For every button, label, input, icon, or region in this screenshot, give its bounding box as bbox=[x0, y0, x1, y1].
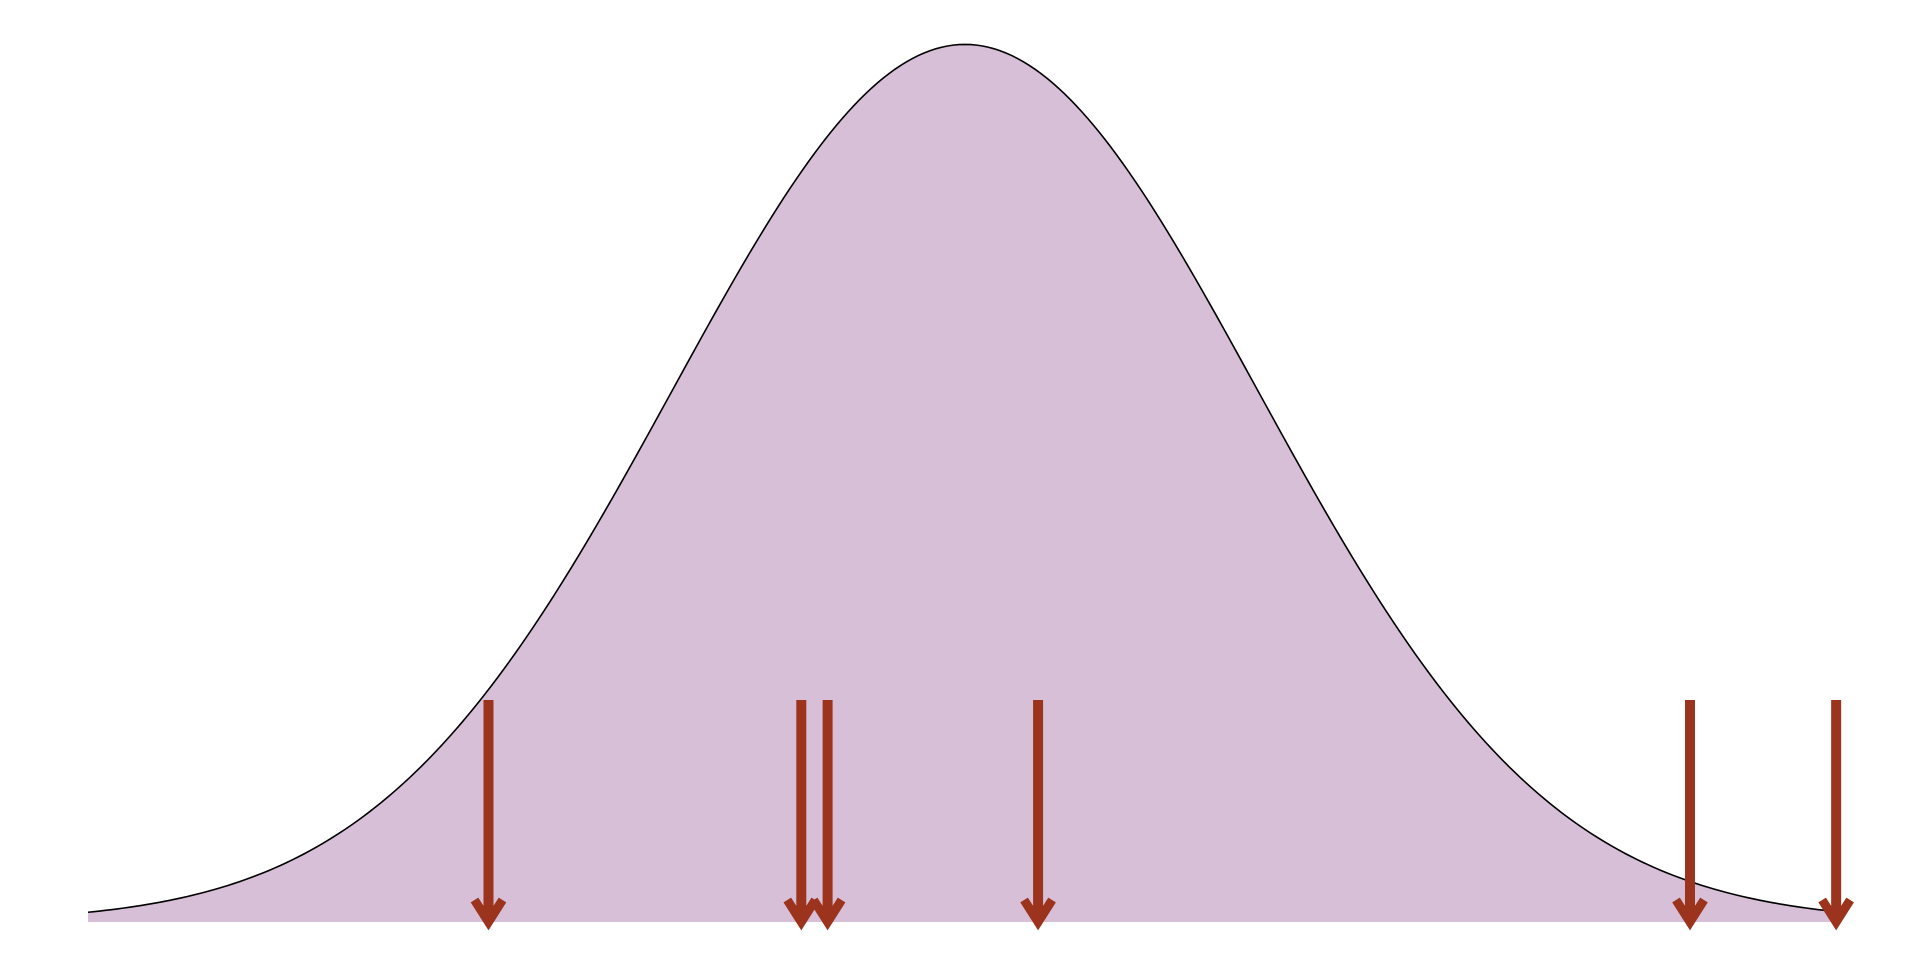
marker-arrow-head bbox=[1672, 897, 1708, 931]
density-curve-outline bbox=[87, 43, 1843, 914]
marker-arrow-head bbox=[1818, 897, 1854, 931]
marker-arrows-layer bbox=[470, 700, 1854, 931]
marker-arrow-head bbox=[470, 897, 507, 931]
marker-arrow bbox=[1672, 700, 1708, 931]
density-curve-layer bbox=[87, 43, 1843, 923]
marker-arrow-head bbox=[809, 897, 846, 931]
marker-arrow bbox=[1020, 700, 1056, 931]
marker-arrow bbox=[1818, 700, 1854, 931]
marker-arrow bbox=[783, 700, 820, 931]
density-area-fill bbox=[88, 44, 1842, 923]
marker-arrow bbox=[809, 700, 846, 931]
marker-arrow-head bbox=[783, 897, 820, 931]
marker-arrow bbox=[470, 700, 507, 931]
marker-arrow-head bbox=[1020, 897, 1056, 931]
